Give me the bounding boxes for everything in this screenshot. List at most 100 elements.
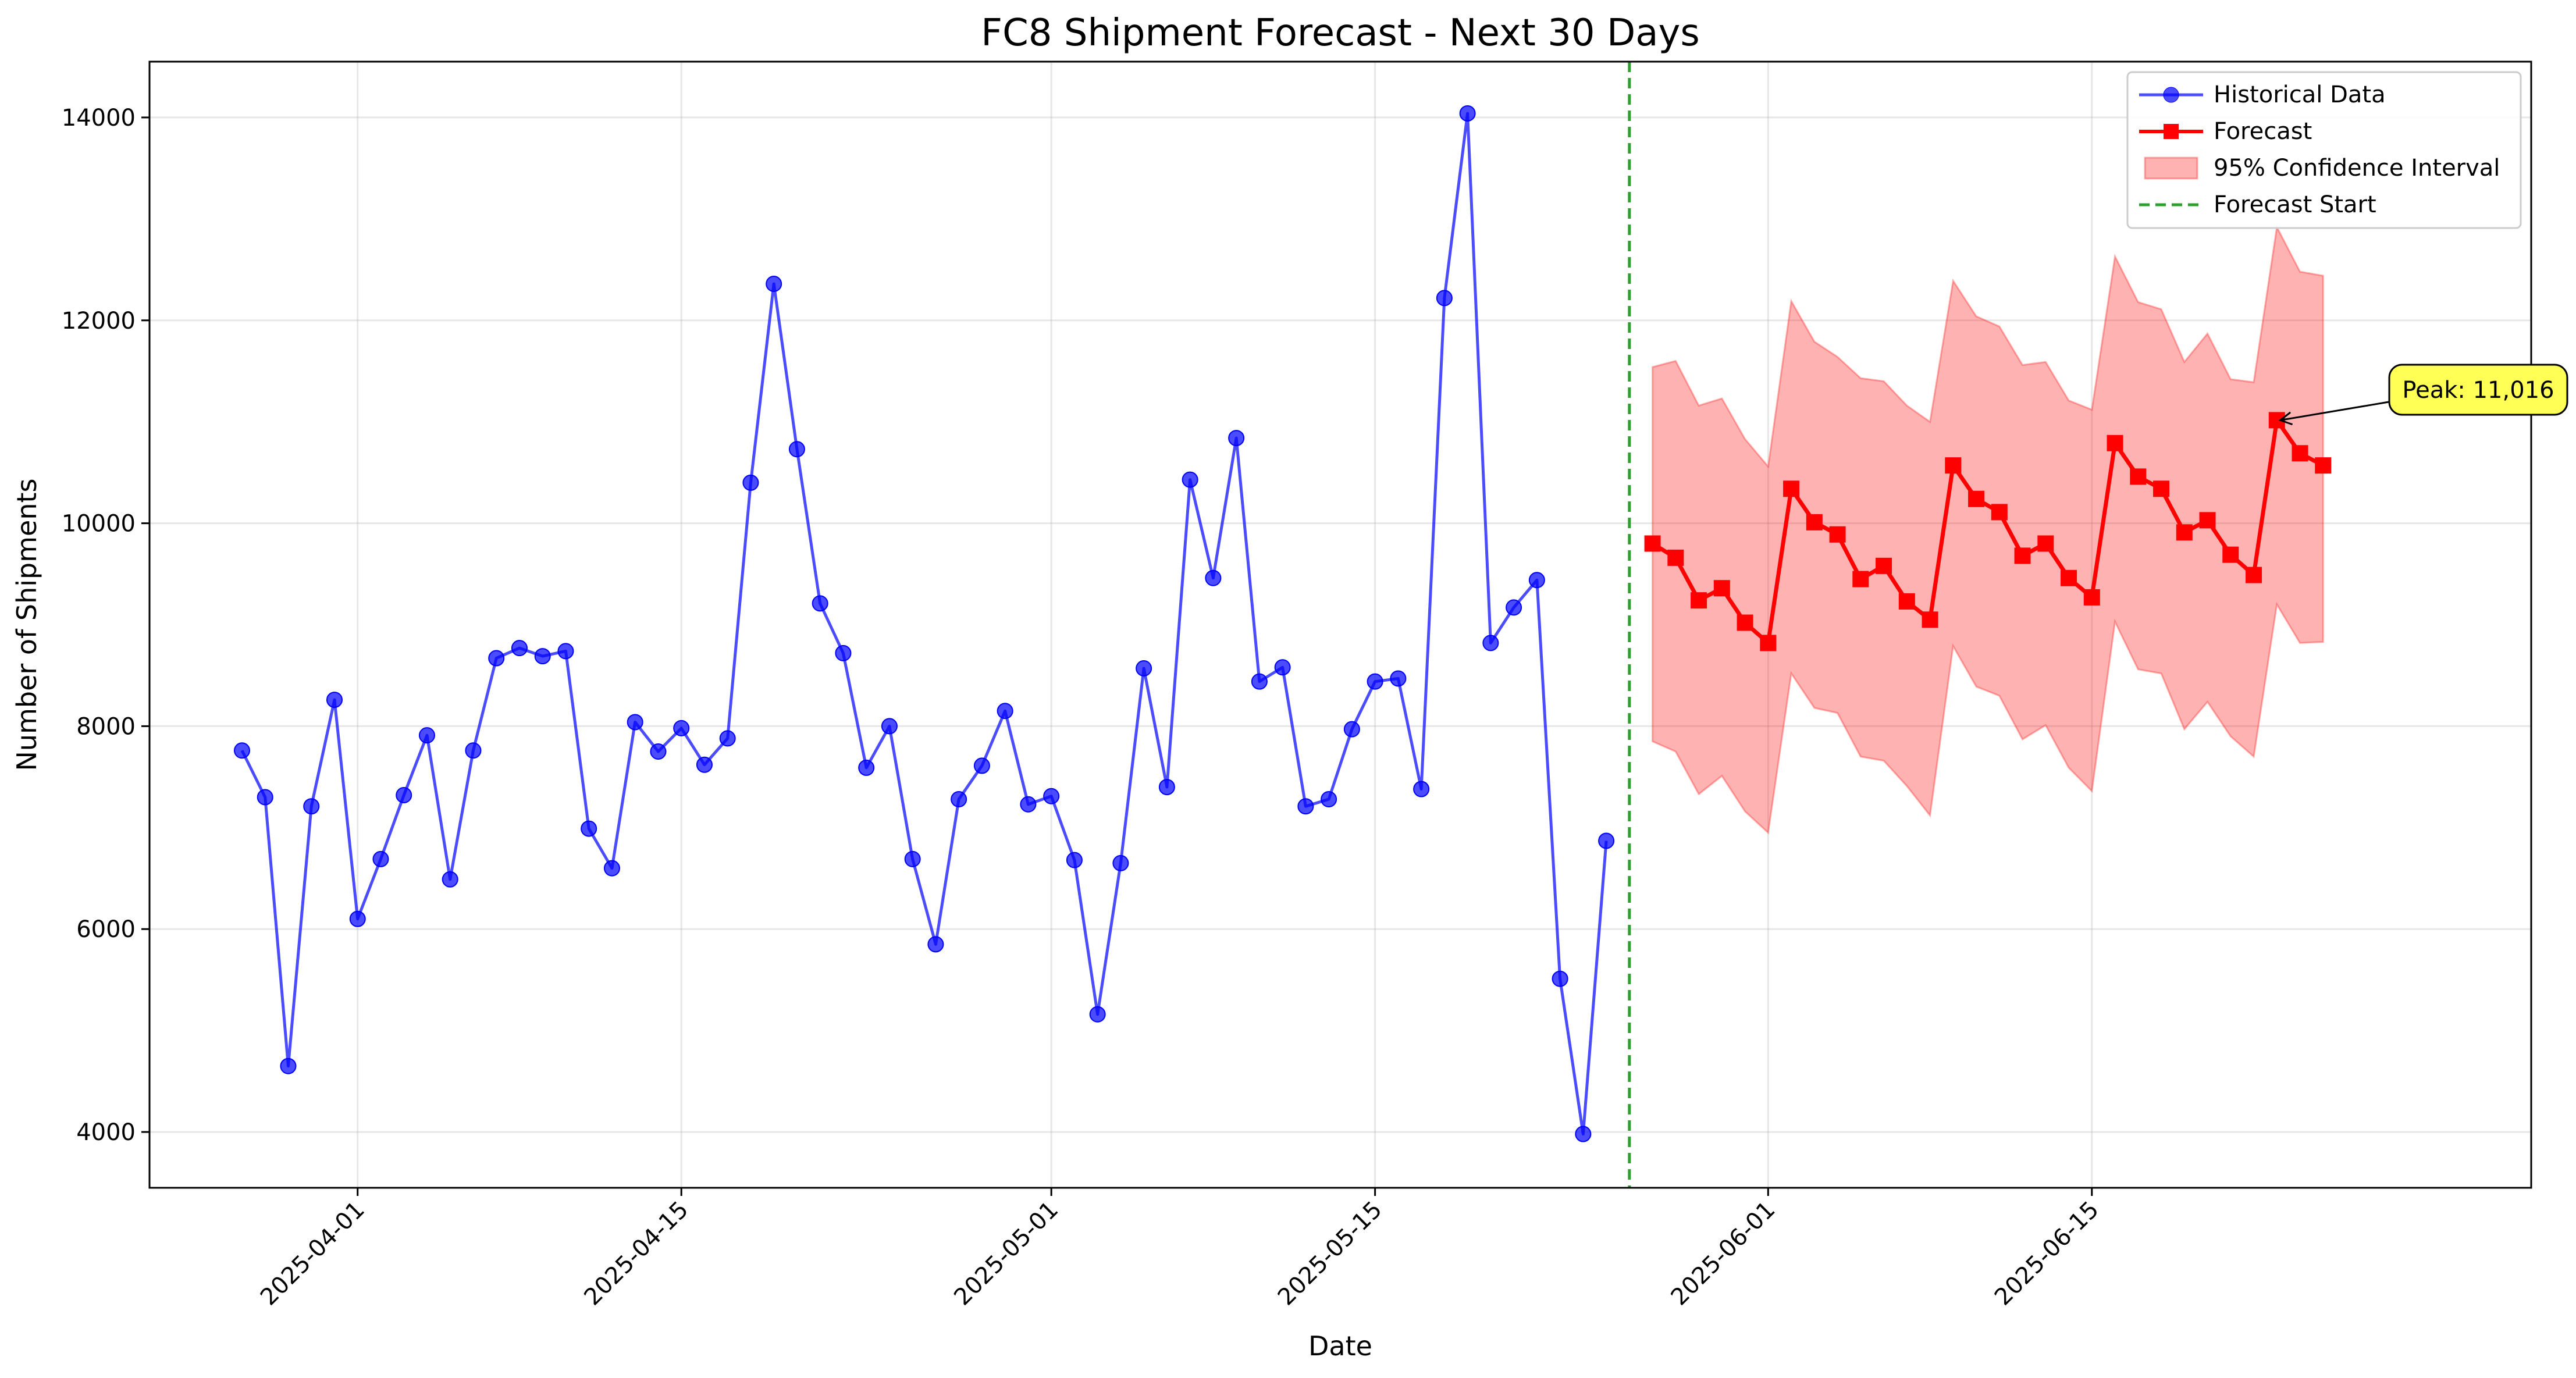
historical-point bbox=[326, 692, 343, 708]
historical-point bbox=[534, 648, 551, 665]
historical-point bbox=[1112, 854, 1129, 871]
historical-point bbox=[1552, 970, 1568, 987]
forecast-point bbox=[2222, 546, 2239, 563]
historical-point bbox=[1598, 832, 1615, 849]
historical-point bbox=[1066, 852, 1083, 868]
historical-point bbox=[742, 474, 759, 491]
historical-point bbox=[858, 759, 875, 776]
y-axis-ticks: 4000 6000 8000 10000 12000 14000 bbox=[62, 105, 150, 1146]
historical-point bbox=[881, 718, 898, 735]
historical-point bbox=[997, 703, 1013, 720]
historical-point bbox=[1043, 788, 1060, 804]
forecast-point bbox=[1737, 614, 1753, 631]
forecast-point bbox=[2061, 569, 2077, 586]
historical-point bbox=[442, 871, 458, 888]
historical-point bbox=[465, 742, 482, 759]
legend-label-historical: Historical Data bbox=[2214, 81, 2386, 108]
forecast-point bbox=[1644, 535, 1661, 552]
historical-point bbox=[1020, 796, 1037, 813]
x-axis-title: Date bbox=[1308, 1330, 1372, 1362]
historical-point bbox=[766, 275, 782, 292]
forecast-point bbox=[2176, 524, 2193, 541]
historical-point bbox=[1274, 659, 1291, 676]
historical-point bbox=[1228, 430, 1245, 447]
y-tick-label: 4000 bbox=[76, 1119, 136, 1146]
legend-item-forecast: Forecast bbox=[2139, 118, 2312, 145]
y-tick-label: 6000 bbox=[76, 916, 136, 943]
peak-label-text: Peak: 11,016 bbox=[2402, 377, 2554, 404]
historical-point bbox=[1089, 1006, 1106, 1023]
peak-label-box bbox=[2388, 364, 2568, 416]
historical-point bbox=[927, 936, 944, 953]
historical-point bbox=[1482, 635, 1499, 651]
historical-point bbox=[1528, 572, 1545, 589]
forecast-point bbox=[1783, 480, 1800, 497]
forecast-point bbox=[2014, 547, 2031, 564]
historical-point bbox=[349, 910, 366, 927]
forecast-point bbox=[1691, 592, 1707, 609]
historical-point bbox=[257, 789, 273, 806]
forecast-point bbox=[1968, 490, 1985, 507]
historical-point bbox=[673, 720, 690, 736]
historical-point bbox=[1506, 599, 1522, 616]
forecast-point bbox=[1760, 635, 1777, 651]
forecast-point bbox=[1806, 514, 1823, 530]
legend-label-forecast-start: Forecast Start bbox=[2214, 191, 2376, 218]
forecast-point bbox=[2083, 589, 2100, 606]
historical-point bbox=[1158, 779, 1175, 796]
historical-point bbox=[1251, 673, 1268, 690]
historical-point bbox=[1436, 290, 1453, 307]
historical-point bbox=[372, 850, 389, 867]
historical-point bbox=[719, 730, 736, 747]
forecast-point bbox=[1945, 457, 1962, 474]
historical-point bbox=[1390, 670, 1407, 687]
y-tick-label: 8000 bbox=[76, 713, 136, 740]
y-tick-label: 14000 bbox=[62, 105, 136, 131]
confidence-band bbox=[1652, 224, 2324, 835]
forecast-point bbox=[2130, 468, 2147, 485]
historical-point bbox=[904, 850, 921, 867]
historical-point bbox=[1182, 471, 1198, 488]
historical-point bbox=[603, 860, 620, 877]
forecast-point bbox=[2199, 512, 2216, 529]
forecast-point bbox=[2107, 435, 2123, 451]
historical-point bbox=[233, 742, 250, 759]
historical-point bbox=[581, 820, 597, 837]
forecast-point bbox=[2246, 567, 2262, 583]
historical-point bbox=[1575, 1126, 1592, 1142]
historical-point bbox=[1343, 721, 1360, 738]
historical-point bbox=[396, 787, 412, 804]
chart-title: FC8 Shipment Forecast - Next 30 Days bbox=[981, 12, 1699, 55]
historical-point bbox=[280, 1057, 297, 1074]
historical-point bbox=[627, 714, 643, 731]
legend-item-forecast-start: Forecast Start bbox=[2139, 191, 2376, 218]
y-tick-label: 10000 bbox=[62, 511, 136, 537]
forecast-point bbox=[1829, 526, 1846, 543]
forecast-point bbox=[1991, 504, 2008, 521]
historical-point bbox=[1413, 781, 1430, 797]
forecast-point bbox=[1713, 580, 1730, 597]
peak-annotation: Peak: 11,016 bbox=[2278, 364, 2568, 426]
historical-point bbox=[951, 791, 967, 807]
forecast-point bbox=[1922, 611, 1938, 628]
historical-point bbox=[696, 756, 713, 773]
historical-point bbox=[1136, 660, 1152, 676]
plot-frame bbox=[148, 60, 2532, 1189]
historical-point bbox=[1297, 798, 1314, 815]
historical-point bbox=[835, 645, 852, 661]
historical-point bbox=[488, 650, 505, 667]
historical-point bbox=[1321, 791, 1337, 807]
forecast-point bbox=[2037, 535, 2054, 552]
legend-label-confidence: 95% Confidence Interval bbox=[2214, 155, 2500, 181]
forecast-point bbox=[1852, 571, 1869, 587]
historical-point bbox=[557, 643, 574, 660]
historical-point bbox=[511, 640, 528, 657]
forecast-point bbox=[2292, 445, 2308, 462]
historical-point bbox=[1367, 673, 1383, 690]
historical-series bbox=[233, 105, 1615, 1142]
forecast-point bbox=[1876, 557, 1892, 574]
historical-point bbox=[812, 595, 828, 612]
forecast-point bbox=[2315, 457, 2332, 474]
grid-lines bbox=[150, 62, 2531, 1188]
